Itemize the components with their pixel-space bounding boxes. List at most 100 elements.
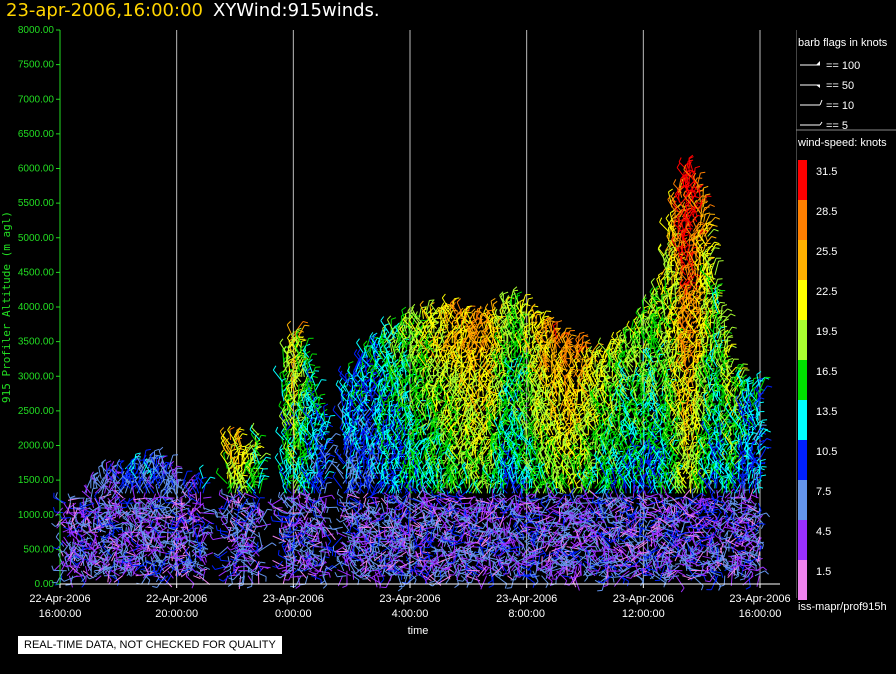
wind-barb	[90, 560, 98, 564]
wind-barb-flag	[336, 518, 341, 523]
wind-barb-flag	[302, 321, 309, 324]
wind-barb-flag	[311, 572, 318, 575]
wind-barb-flag	[75, 536, 79, 542]
wind-barb-flag	[108, 500, 111, 506]
wind-barb	[89, 510, 103, 514]
wind-barb	[143, 496, 152, 504]
wind-barb	[108, 474, 114, 489]
wind-barb-flag	[272, 365, 277, 371]
wind-barb	[100, 465, 109, 475]
wind-barb-flag	[123, 510, 127, 516]
wind-barb-flag	[366, 412, 371, 418]
wind-barb-flag	[405, 495, 408, 501]
wind-barb	[131, 564, 148, 567]
wind-barb	[139, 529, 150, 538]
wind-barb-flag	[286, 320, 292, 326]
wind-barb-flag	[337, 401, 342, 406]
wind-barb	[108, 535, 119, 543]
wind-barb-flag	[138, 464, 142, 469]
wind-barb-flag	[68, 543, 71, 549]
wind-barb	[130, 460, 135, 475]
wind-barb-flag	[265, 456, 272, 459]
wind-barb	[132, 566, 138, 576]
wind-barb-flag	[76, 558, 82, 562]
wind-barb-flag	[283, 494, 287, 500]
title-datetime: 23-apr-2006,16:00:00	[6, 0, 203, 21]
wind-barb-flag	[348, 361, 354, 365]
wind-barb-flag	[401, 306, 407, 311]
wind-barb	[324, 498, 327, 511]
wind-barb	[149, 493, 157, 508]
wind-barb-flag	[322, 584, 328, 589]
wind-barb	[126, 512, 140, 516]
wind-barb	[141, 551, 145, 567]
wind-barb-flag	[52, 546, 57, 550]
wind-barb	[80, 512, 88, 518]
wind-barb	[103, 489, 112, 499]
wind-barb	[139, 502, 141, 517]
wind-barb	[88, 541, 92, 549]
wind-barb	[83, 515, 87, 523]
wind-barb-flag	[329, 471, 335, 473]
wind-barb	[126, 476, 133, 484]
wind-barb-flag	[130, 457, 136, 462]
wind-barb	[97, 565, 112, 575]
wind-barb	[138, 468, 147, 480]
wind-barb-flag	[357, 349, 361, 354]
wind-barb	[113, 575, 123, 583]
wind-barb-flag	[132, 507, 138, 510]
wind-barb	[337, 575, 344, 587]
wind-barb	[75, 521, 88, 528]
wind-barb-flag	[332, 472, 337, 477]
wind-barb	[116, 463, 122, 470]
wind-barb-flag	[310, 364, 316, 366]
wind-barb	[136, 543, 150, 552]
wind-barb-flag	[155, 454, 161, 457]
wind-barb	[80, 532, 88, 538]
wind-barb	[71, 507, 79, 523]
wind-barb	[112, 567, 121, 572]
wind-barb-flag	[99, 549, 104, 554]
wind-barb	[61, 540, 68, 547]
wind-barb-flag	[279, 338, 284, 344]
wind-barb-flag	[333, 444, 339, 447]
wind-barb-flag	[177, 465, 183, 468]
wind-barb	[414, 502, 417, 511]
wind-barb-flag	[392, 546, 399, 549]
wind-barb-flag	[299, 536, 302, 543]
wind-barb	[95, 575, 102, 581]
wind-barb	[121, 536, 130, 547]
wind-barb-flag	[115, 496, 121, 499]
wind-barb-flag	[304, 324, 310, 327]
wind-barb	[57, 554, 64, 567]
wind-barb-flag	[417, 426, 423, 428]
wind-barb	[293, 383, 297, 392]
wind-barb-flag	[321, 522, 326, 528]
wind-barb	[142, 512, 151, 519]
wind-barb	[63, 502, 71, 513]
wind-barb	[299, 570, 307, 579]
wind-barb	[371, 546, 379, 548]
wind-barb-flag	[228, 577, 234, 581]
wind-barb-flag	[330, 454, 336, 458]
wind-barb-flag	[371, 565, 377, 569]
wind-barb	[84, 521, 92, 526]
wind-barb-flag	[314, 404, 320, 407]
wind-barb-flag	[145, 448, 151, 451]
wind-barb-flag	[108, 463, 112, 469]
wind-barb-flag	[158, 573, 163, 578]
wind-barb-flag	[102, 515, 106, 520]
wind-barb-flag	[105, 467, 110, 473]
wind-barb	[124, 480, 131, 489]
wind-barb	[332, 526, 343, 530]
wind-barb-flag	[122, 533, 128, 536]
wind-barb	[104, 531, 115, 540]
wind-barb-flag	[327, 541, 332, 546]
wind-barb-flag	[51, 565, 54, 571]
wind-barb-flag	[356, 338, 360, 344]
wind-barb	[243, 483, 249, 494]
wind-barb	[134, 501, 143, 504]
wind-barb	[107, 552, 115, 562]
wind-barb-flag	[199, 464, 204, 469]
wind-barb-flag	[120, 468, 124, 474]
